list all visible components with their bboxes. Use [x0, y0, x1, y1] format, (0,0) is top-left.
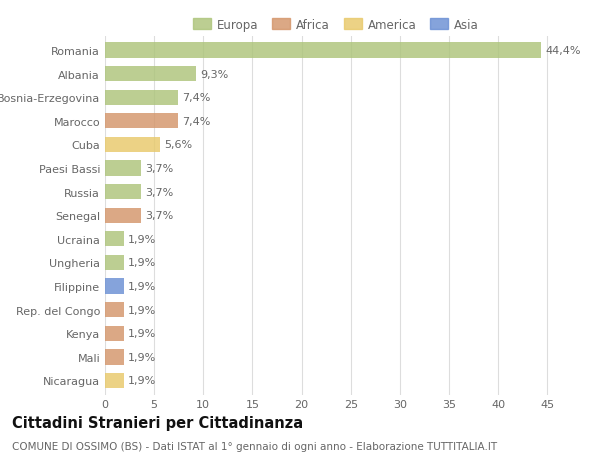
Text: 1,9%: 1,9%: [128, 234, 156, 244]
Text: 1,9%: 1,9%: [128, 258, 156, 268]
Bar: [105, 349, 124, 365]
Bar: [105, 208, 142, 224]
Text: COMUNE DI OSSIMO (BS) - Dati ISTAT al 1° gennaio di ogni anno - Elaborazione TUT: COMUNE DI OSSIMO (BS) - Dati ISTAT al 1°…: [12, 441, 497, 451]
Text: 3,7%: 3,7%: [145, 163, 173, 174]
Bar: [105, 137, 160, 153]
Text: 1,9%: 1,9%: [128, 281, 156, 291]
Bar: [105, 161, 142, 176]
Bar: [105, 373, 124, 388]
Bar: [105, 279, 124, 294]
Legend: Europa, Africa, America, Asia: Europa, Africa, America, Asia: [188, 14, 484, 36]
Text: 7,4%: 7,4%: [182, 117, 210, 127]
Bar: [105, 90, 178, 106]
Bar: [105, 114, 178, 129]
Text: 3,7%: 3,7%: [145, 211, 173, 221]
Bar: [105, 255, 124, 270]
Bar: [105, 185, 142, 200]
Text: 1,9%: 1,9%: [128, 352, 156, 362]
Text: 1,9%: 1,9%: [128, 375, 156, 386]
Text: 3,7%: 3,7%: [145, 187, 173, 197]
Text: 44,4%: 44,4%: [545, 46, 581, 56]
Text: Cittadini Stranieri per Cittadinanza: Cittadini Stranieri per Cittadinanza: [12, 415, 303, 431]
Text: 9,3%: 9,3%: [200, 69, 229, 79]
Text: 1,9%: 1,9%: [128, 329, 156, 338]
Text: 5,6%: 5,6%: [164, 140, 192, 150]
Bar: [105, 232, 124, 247]
Bar: [105, 326, 124, 341]
Text: 7,4%: 7,4%: [182, 93, 210, 103]
Bar: [105, 67, 196, 82]
Text: 1,9%: 1,9%: [128, 305, 156, 315]
Bar: [105, 302, 124, 318]
Bar: [105, 43, 541, 58]
